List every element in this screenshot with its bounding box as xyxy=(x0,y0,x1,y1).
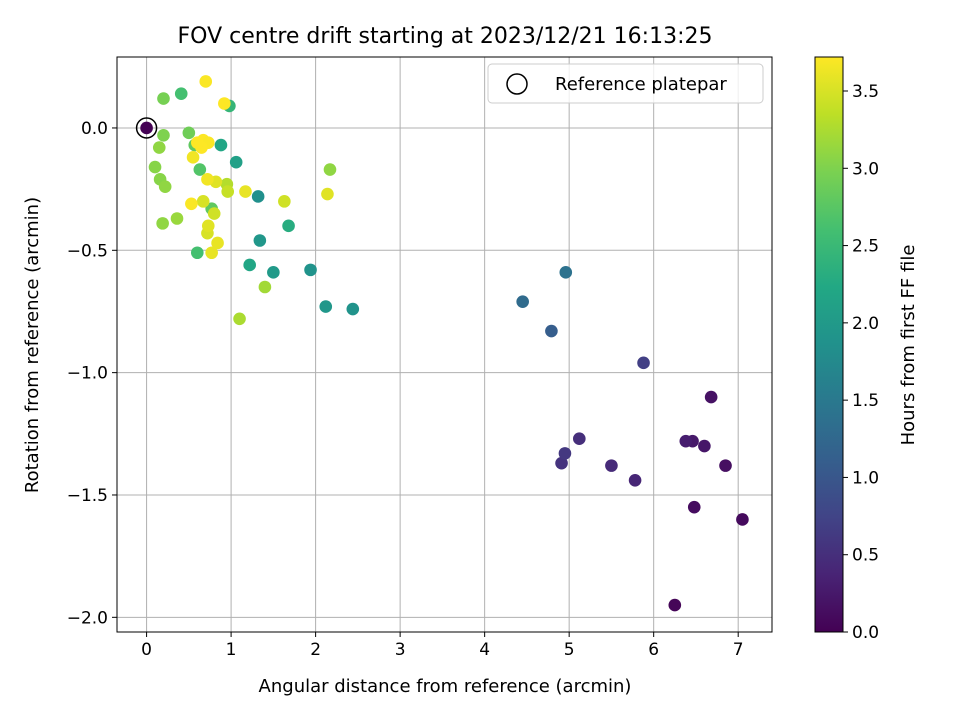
data-point xyxy=(201,173,214,186)
y-tick-label: −1.0 xyxy=(67,364,108,384)
colorbar-tick-label: 3.0 xyxy=(852,159,879,179)
y-tick-label: 0.0 xyxy=(81,119,108,139)
colorbar-tick-label: 0.0 xyxy=(852,623,879,643)
data-point xyxy=(207,207,221,220)
data-point xyxy=(196,195,210,208)
data-point xyxy=(158,180,172,193)
data-point xyxy=(157,92,170,105)
colorbar-tick-label: 1.0 xyxy=(852,468,879,488)
data-point xyxy=(243,258,256,272)
data-point xyxy=(698,439,711,453)
y-tick-label: −2.0 xyxy=(67,608,108,628)
plot-area-background xyxy=(117,57,772,632)
data-point xyxy=(211,236,224,250)
data-point xyxy=(199,75,213,88)
data-point xyxy=(319,300,333,313)
data-point xyxy=(559,266,573,279)
data-point xyxy=(239,185,252,198)
x-tick-label: 7 xyxy=(733,640,744,660)
data-point xyxy=(253,234,267,247)
data-point xyxy=(736,513,749,526)
colorbar-ticks: 0.0 0.5 1.0 1.5 2.0 2.5 3.0 3.5 xyxy=(843,82,879,643)
data-point xyxy=(214,138,228,152)
legend-box xyxy=(487,63,764,104)
reference-platepar-marker xyxy=(135,117,158,139)
x-tick-label: 1 xyxy=(226,640,237,660)
data-point xyxy=(140,121,153,135)
data-point xyxy=(278,195,291,208)
plot-area-frame xyxy=(116,56,773,633)
data-point xyxy=(174,87,188,101)
y-tick-label: −1.5 xyxy=(67,486,108,506)
colorbar-label: Hours from first FF file xyxy=(898,245,919,446)
data-point xyxy=(573,432,586,446)
data-point xyxy=(182,126,196,140)
data-point xyxy=(558,447,572,460)
data-point xyxy=(201,219,215,233)
x-axis-label: Angular distance from reference (arcmin) xyxy=(259,676,632,697)
data-point xyxy=(679,434,693,448)
x-tick-label: 0 xyxy=(141,640,152,660)
data-point xyxy=(346,302,360,316)
chart-title: FOV centre drift starting at 2023/12/21 … xyxy=(178,24,713,49)
data-point xyxy=(148,160,162,174)
data-point xyxy=(185,197,198,211)
data-point xyxy=(323,163,337,176)
colorbar xyxy=(814,56,844,633)
colorbar-tick-label: 3.5 xyxy=(852,82,879,102)
data-point xyxy=(186,151,200,164)
legend: Reference platepar xyxy=(487,63,764,104)
data-point xyxy=(190,246,204,260)
scatter-points xyxy=(140,75,749,612)
x-tick-label: 5 xyxy=(564,640,575,660)
data-point xyxy=(156,217,169,230)
data-point xyxy=(218,97,231,110)
data-point xyxy=(229,155,243,169)
data-point xyxy=(267,266,280,279)
data-point xyxy=(516,295,529,308)
data-point xyxy=(152,141,166,154)
reference-marker-group xyxy=(135,117,158,139)
x-tick-label: 3 xyxy=(395,640,406,660)
y-tick-label: −0.5 xyxy=(67,241,108,261)
data-point xyxy=(304,263,317,277)
data-point xyxy=(719,459,732,472)
data-point xyxy=(628,473,642,487)
data-point xyxy=(157,128,170,142)
colorbar-tick-label: 2.0 xyxy=(852,314,879,334)
legend-reference-marker xyxy=(506,73,528,95)
x-tick-label: 6 xyxy=(648,640,659,660)
data-point xyxy=(190,136,204,149)
data-point xyxy=(205,246,218,260)
data-point xyxy=(605,459,618,472)
data-point xyxy=(545,324,558,338)
data-point xyxy=(282,219,295,233)
grid-lines xyxy=(117,57,772,632)
data-point xyxy=(258,280,272,294)
x-tick-label: 4 xyxy=(479,640,490,660)
legend-entry-reference: Reference platepar xyxy=(555,74,727,95)
x-axis-ticks: 0 1 2 3 4 5 6 7 xyxy=(141,632,744,660)
data-point xyxy=(170,212,184,225)
data-point xyxy=(221,185,235,198)
data-point xyxy=(193,163,207,176)
data-point xyxy=(637,356,650,370)
y-axis-label: Rotation from reference (arcmin) xyxy=(22,197,43,493)
data-point xyxy=(687,500,701,514)
x-tick-label: 2 xyxy=(310,640,321,660)
data-point xyxy=(668,598,682,612)
data-point xyxy=(555,456,568,470)
data-point xyxy=(233,312,246,326)
data-point xyxy=(321,187,334,201)
data-point xyxy=(251,190,265,203)
data-point xyxy=(704,390,718,404)
y-axis-ticks: 0.0 −0.5 −1.0 −1.5 −2.0 xyxy=(67,119,117,628)
colorbar-tick-label: 1.5 xyxy=(852,391,879,411)
colorbar-tick-label: 0.5 xyxy=(852,546,879,566)
colorbar-tick-label: 2.5 xyxy=(852,237,879,257)
